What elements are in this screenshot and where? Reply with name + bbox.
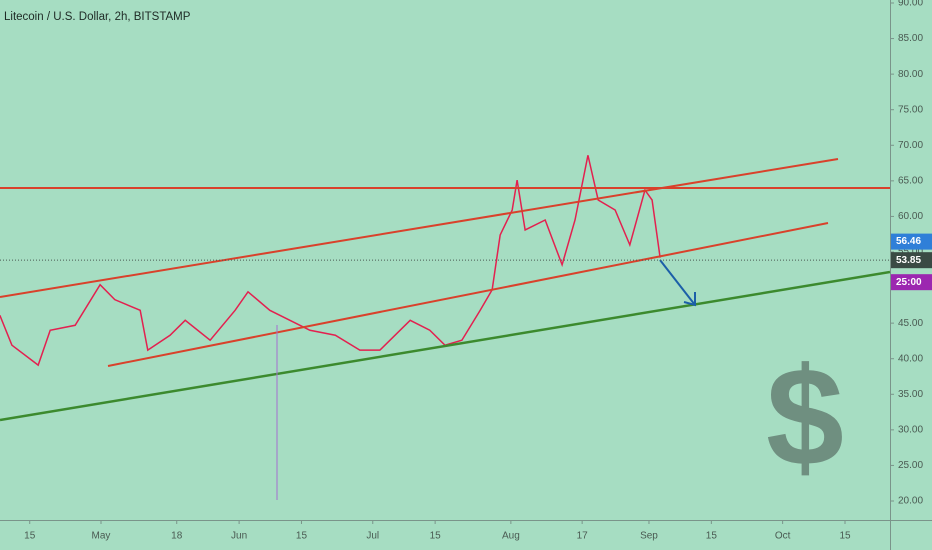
y-tick-label: 75.00 bbox=[898, 104, 923, 115]
y-tick-label: 35.00 bbox=[898, 389, 923, 400]
price-label: 56.46 bbox=[896, 236, 921, 247]
price-label: 53.85 bbox=[896, 255, 921, 266]
x-tick-label: Oct bbox=[775, 531, 791, 542]
x-tick-label: Jun bbox=[231, 531, 247, 542]
countdown: 25:00 bbox=[896, 277, 922, 288]
y-tick-label: 30.00 bbox=[898, 424, 923, 435]
y-tick-label: 80.00 bbox=[898, 69, 923, 80]
x-tick-label: May bbox=[92, 531, 111, 542]
y-tick-label: 90.00 bbox=[898, 0, 923, 9]
y-tick-label: 60.00 bbox=[898, 211, 923, 222]
x-tick-label: 15 bbox=[839, 531, 851, 542]
y-tick-label: 40.00 bbox=[898, 353, 923, 364]
y-tick-label: 45.00 bbox=[898, 318, 923, 329]
y-tick-label: 85.00 bbox=[898, 33, 923, 44]
trend-line bbox=[0, 270, 891, 422]
x-tick-label: 15 bbox=[430, 531, 442, 542]
x-tick-label: 18 bbox=[171, 531, 183, 542]
x-tick-label: 15 bbox=[706, 531, 718, 542]
countdown-box bbox=[891, 274, 932, 291]
y-tick-label: 65.00 bbox=[898, 175, 923, 186]
x-tick-label: 15 bbox=[24, 531, 36, 542]
watermark: $ bbox=[766, 338, 844, 495]
channel-lower bbox=[107, 222, 829, 367]
y-tick-label: 20.00 bbox=[898, 496, 923, 507]
price-label-box bbox=[891, 233, 932, 250]
chart-title: Litecoin / U.S. Dollar, 2h, BITSTAMP bbox=[4, 11, 191, 23]
y-tick-label: 70.00 bbox=[898, 140, 923, 151]
x-tick-label: 15 bbox=[296, 531, 308, 542]
x-tick-label: Sep bbox=[640, 531, 658, 542]
y-tick-label: 55.00 bbox=[898, 247, 923, 258]
x-tick-label: Aug bbox=[502, 531, 520, 542]
price-label-box bbox=[891, 252, 932, 269]
channel-upper bbox=[0, 158, 839, 298]
y-tick-label: 25.00 bbox=[898, 460, 923, 471]
x-tick-label: Jul bbox=[366, 531, 379, 542]
x-tick-label: 17 bbox=[577, 531, 589, 542]
arrow bbox=[659, 259, 696, 307]
